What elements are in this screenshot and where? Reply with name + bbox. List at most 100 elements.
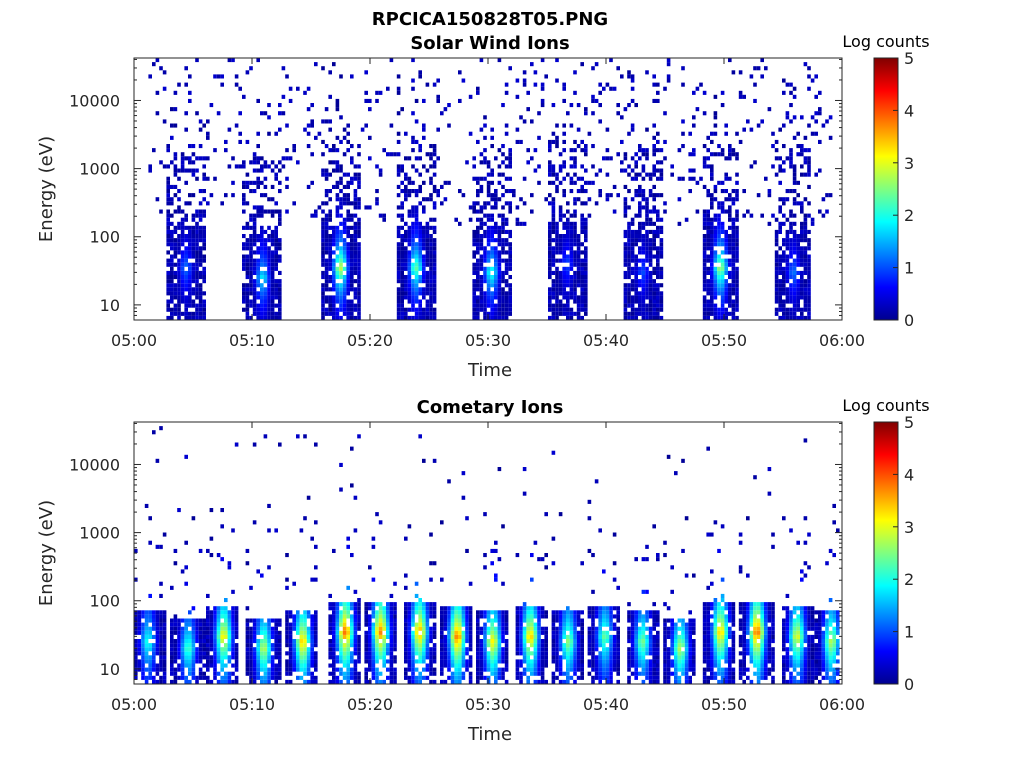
heatmap-cell	[368, 205, 372, 210]
heatmap-cell	[656, 234, 660, 239]
heatmap-cell	[501, 626, 505, 631]
heatmap-cell	[792, 242, 797, 247]
heatmap-cell	[166, 193, 170, 198]
heatmap-cell	[728, 193, 732, 198]
heatmap-cell	[263, 634, 268, 639]
heatmap-cell	[188, 647, 192, 652]
heatmap-cell	[483, 221, 487, 226]
heatmap-cell	[569, 311, 574, 316]
heatmap-cell	[648, 279, 653, 284]
heatmap-cell	[152, 643, 156, 648]
heatmap-cell	[483, 299, 487, 304]
heatmap-cell	[267, 164, 271, 169]
heatmap-cell	[252, 647, 257, 652]
heatmap-cell	[638, 234, 642, 239]
heatmap-cell	[389, 630, 394, 635]
heatmap-cell	[800, 283, 804, 288]
heatmap-cell	[389, 618, 394, 623]
heatmap-cell	[486, 315, 491, 320]
heatmap-cell	[450, 606, 455, 611]
heatmap-cell	[144, 639, 149, 644]
heatmap-cell	[504, 639, 509, 644]
heatmap-cell	[242, 307, 246, 312]
heatmap-cell	[551, 209, 556, 214]
heatmap-cell	[249, 250, 253, 255]
heatmap-cell	[299, 528, 304, 533]
heatmap-cell	[368, 107, 372, 112]
heatmap-cell	[206, 655, 210, 660]
heatmap-cell	[220, 82, 224, 87]
heatmap-cell	[335, 148, 340, 153]
heatmap-cell	[807, 279, 811, 284]
heatmap-cell	[335, 205, 340, 210]
heatmap-cell	[566, 283, 570, 288]
heatmap-cell	[814, 111, 818, 116]
heatmap-cell	[656, 315, 660, 320]
heatmap-cell	[724, 189, 728, 194]
heatmap-cell	[296, 434, 300, 439]
heatmap-cell	[562, 148, 566, 153]
heatmap-cell	[422, 270, 426, 275]
heatmap-cell	[728, 176, 732, 181]
heatmap-cell	[792, 86, 797, 91]
heatmap-cell	[224, 675, 228, 680]
heatmap-cell	[648, 172, 653, 177]
heatmap-cell	[389, 58, 394, 63]
heatmap-cell	[432, 225, 437, 230]
heatmap-cell	[242, 295, 246, 300]
heatmap-cell	[443, 618, 448, 623]
heatmap-cell	[429, 647, 433, 652]
heatmap-cell	[713, 197, 718, 202]
heatmap-cell	[267, 238, 271, 243]
heatmap-cell	[278, 643, 282, 648]
heatmap-cell	[134, 577, 138, 582]
heatmap-cell	[202, 663, 206, 668]
heatmap-cell	[753, 98, 757, 103]
heatmap-cell	[494, 307, 498, 312]
heatmap-cell	[407, 614, 412, 619]
heatmap-cell	[346, 209, 350, 214]
heatmap-cell	[299, 663, 304, 668]
heatmap-cell	[342, 127, 347, 132]
heatmap-cell	[285, 671, 289, 676]
heatmap-cell	[486, 234, 491, 239]
heatmap-cell	[425, 663, 430, 668]
heatmap-cell	[436, 189, 440, 194]
heatmap-cell	[353, 225, 358, 230]
heatmap-cell	[389, 602, 394, 607]
heatmap-cell	[249, 283, 253, 288]
heatmap-cell	[490, 144, 494, 149]
heatmap-cell	[774, 299, 779, 304]
heatmap-cell	[530, 634, 534, 639]
heatmap-cell	[483, 250, 487, 255]
heatmap-cell	[519, 663, 523, 668]
heatmap-cell	[324, 229, 329, 234]
heatmap-cell	[198, 287, 203, 292]
heatmap-cell	[774, 229, 779, 234]
heatmap-cell	[346, 291, 350, 296]
heatmap-cell	[702, 246, 707, 251]
heatmap-cell	[555, 299, 559, 304]
heatmap-cell	[224, 655, 228, 660]
heatmap-cell	[177, 299, 181, 304]
heatmap-cell	[332, 618, 336, 623]
heatmap-cell	[303, 516, 307, 521]
heatmap-cell	[195, 258, 199, 263]
heatmap-cell	[735, 242, 739, 247]
heatmap-cell	[404, 266, 408, 271]
heatmap-cell	[522, 651, 527, 656]
heatmap-cell	[292, 622, 296, 627]
heatmap-cell	[638, 311, 642, 316]
heatmap-cell	[224, 139, 228, 144]
heatmap-cell	[270, 279, 275, 284]
heatmap-cell	[418, 618, 422, 623]
heatmap-cell	[533, 168, 538, 173]
heatmap-cell	[789, 242, 793, 247]
heatmap-cell	[346, 266, 350, 271]
heatmap-cell	[152, 622, 156, 627]
heatmap-cell	[285, 585, 289, 590]
heatmap-cell	[803, 234, 808, 239]
heatmap-cell	[425, 602, 430, 607]
heatmap-cell	[807, 213, 811, 218]
heatmap-cell	[166, 217, 170, 222]
